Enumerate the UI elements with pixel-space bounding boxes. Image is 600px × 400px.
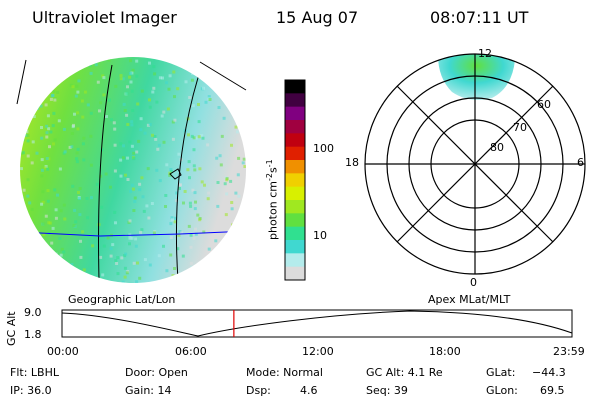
altitude-xtick-4: 23:59 xyxy=(553,345,585,358)
altitude-ymin: 1.8 xyxy=(24,328,42,341)
colorbar-segment xyxy=(285,120,305,134)
altitude-xtick-2: 12:00 xyxy=(302,345,334,358)
mlt-label-18: 18 xyxy=(345,156,359,169)
status-glon-label: GLon: xyxy=(486,384,518,397)
time-label: 08:07:11 UT xyxy=(430,8,529,27)
colorbar-segment xyxy=(285,240,305,254)
colorbar-unit-label: photon cm-2s-1 xyxy=(265,159,280,240)
colorbar-segment xyxy=(285,133,305,148)
status-mode: Mode: Normal xyxy=(246,366,323,379)
colorbar-segment xyxy=(285,80,305,94)
status-door: Door: Open xyxy=(125,366,188,379)
status-ip: IP: 36.0 xyxy=(10,384,52,397)
status-glat-value: −44.3 xyxy=(532,366,566,379)
colorbar-segment xyxy=(285,266,305,281)
mlt-label-0: 0 xyxy=(470,276,477,289)
mlt-label-12: 12 xyxy=(478,47,492,60)
mlat-label-60: 60 xyxy=(537,98,551,111)
colorbar-tick-100: 100 xyxy=(313,142,334,155)
colorbar-tick-10: 10 xyxy=(313,229,327,242)
mlat-label-70: 70 xyxy=(513,121,527,134)
earth-image xyxy=(16,57,247,283)
status-dsp-label: Dsp: xyxy=(246,384,271,397)
earth-limb-line-right xyxy=(199,61,247,91)
colorbar-segment xyxy=(285,93,305,108)
colorbar-segment xyxy=(285,213,305,228)
sun-marker-icon xyxy=(169,168,182,180)
altitude-curve xyxy=(61,310,573,337)
status-gain: Gain: 14 xyxy=(125,384,172,397)
colorbar-segment xyxy=(285,173,305,188)
altitude-ylabel: GC Alt xyxy=(5,311,18,346)
polar-diagonal-2 xyxy=(396,85,554,243)
altitude-ymax: 9.0 xyxy=(24,306,42,319)
status-gc-alt: GC Alt: 4.1 Re xyxy=(366,366,443,379)
mlt-label-6: 6 xyxy=(577,156,584,169)
status-flt: Flt: LBHL xyxy=(10,366,59,379)
earth-view-caption: Geographic Lat/Lon xyxy=(68,293,176,306)
colorbar-segment xyxy=(285,146,305,161)
instrument-title: Ultraviolet Imager xyxy=(32,8,177,27)
colorbar-segment xyxy=(285,106,305,121)
colorbar-segment xyxy=(285,200,305,214)
status-glat-label: GLat: xyxy=(486,366,516,379)
earth-limb-line-left xyxy=(16,59,27,105)
altitude-xtick-0: 00:00 xyxy=(47,345,79,358)
colorbar-segment xyxy=(285,160,305,174)
status-dsp-value: 4.6 xyxy=(300,384,318,397)
status-seq: Seq: 39 xyxy=(366,384,408,397)
colorbar-frame xyxy=(284,79,306,281)
status-glon-value: 69.5 xyxy=(540,384,565,397)
polar-plot xyxy=(364,53,586,275)
date-label: 15 Aug 07 xyxy=(276,8,359,27)
altitude-xtick-3: 18:00 xyxy=(429,345,461,358)
colorbar-segment xyxy=(285,253,305,268)
altitude-frame xyxy=(61,309,573,338)
altitude-xtick-1: 06:00 xyxy=(175,345,207,358)
earth-grid xyxy=(20,61,246,281)
altitude-plot xyxy=(61,309,573,338)
colorbar xyxy=(284,79,306,281)
polar-plot-caption: Apex MLat/MLT xyxy=(428,293,511,306)
mlat-label-80: 80 xyxy=(490,141,504,154)
colorbar-segment xyxy=(285,226,305,241)
colorbar-segment xyxy=(285,186,305,201)
